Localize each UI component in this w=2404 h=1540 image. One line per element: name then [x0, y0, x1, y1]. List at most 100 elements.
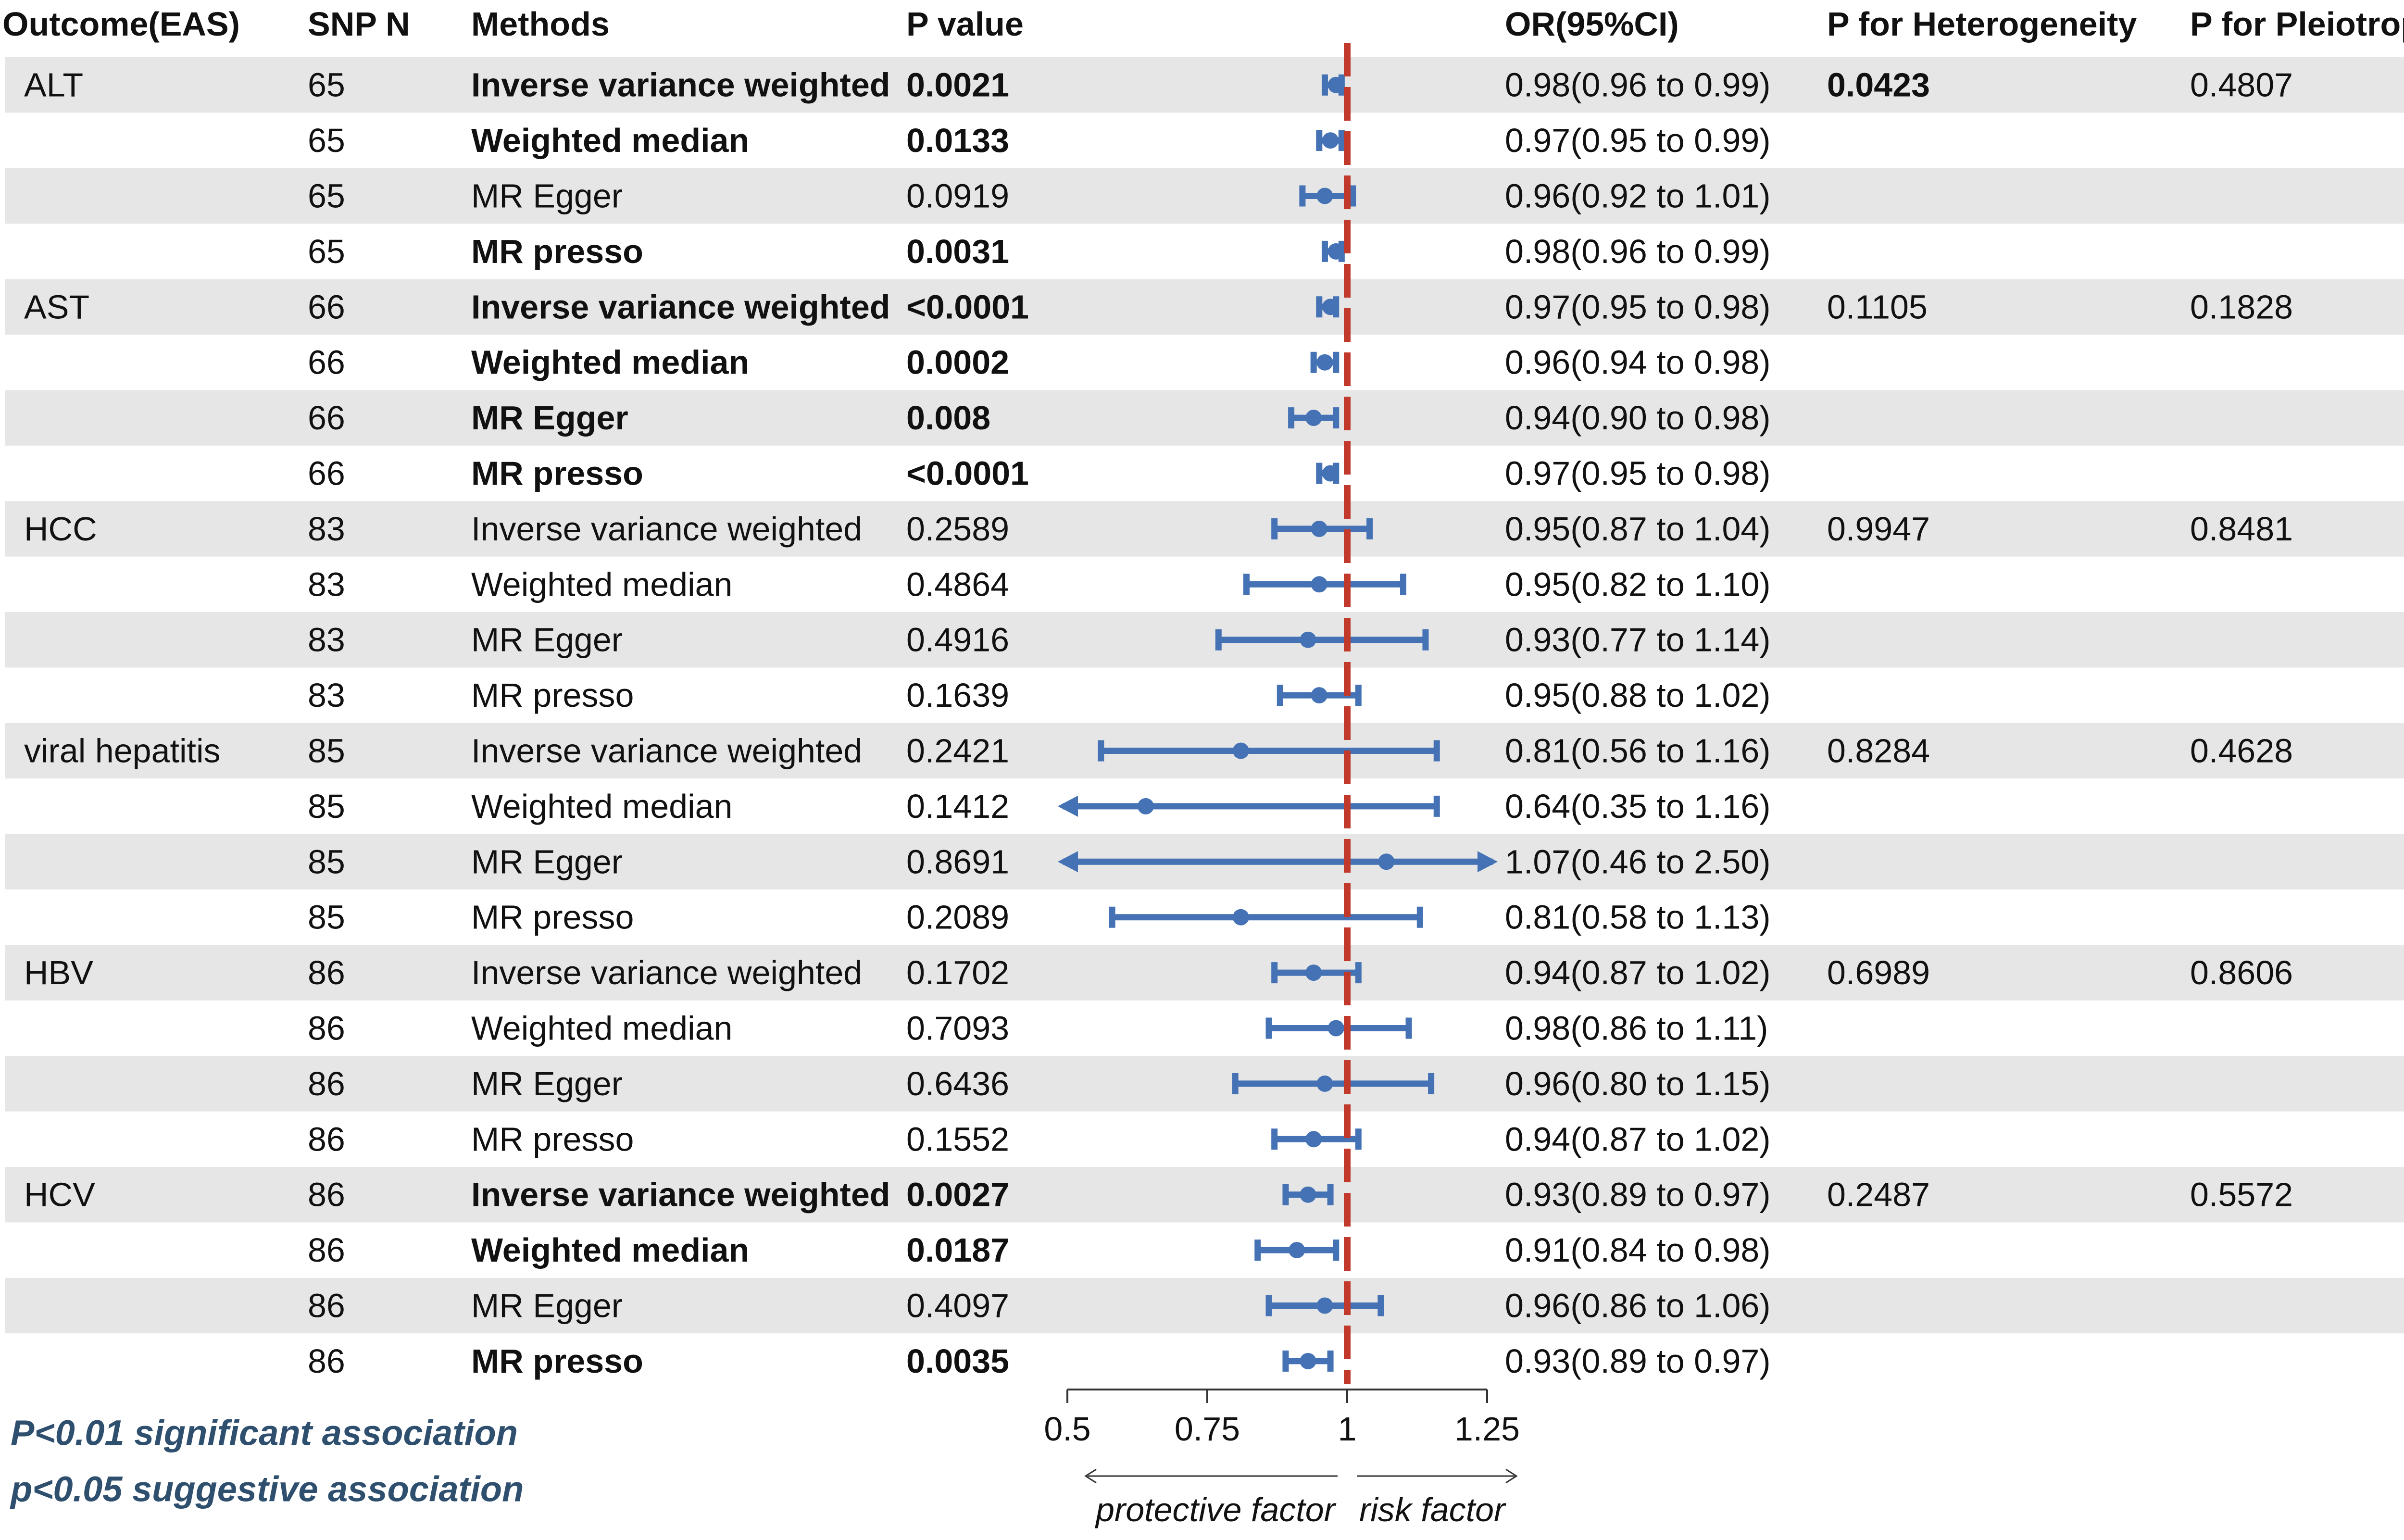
cell-or: 0.94(0.90 to 0.98)	[1505, 399, 1771, 437]
or-point	[1311, 520, 1327, 537]
cell-heterogeneity: 0.8284	[1827, 732, 1930, 770]
cell-method: Weighted median	[471, 788, 733, 825]
cell-or: 0.94(0.87 to 1.02)	[1505, 954, 1771, 991]
or-point	[1316, 188, 1333, 204]
cell-method: MR Egger	[471, 1065, 623, 1102]
cell-method: MR presso	[471, 455, 643, 492]
cell-or: 0.96(0.86 to 1.06)	[1505, 1287, 1771, 1325]
header-snp: SNP N	[308, 5, 410, 43]
cell-method: Weighted median	[471, 122, 749, 159]
cell-pleiotropy: 0.1828	[2190, 288, 2293, 326]
header-outcome: Outcome(EAS)	[2, 5, 240, 43]
row-band	[5, 501, 2404, 557]
cell-or: 0.98(0.86 to 1.11)	[1505, 1010, 1768, 1047]
risk-arrow-head	[1505, 1468, 1518, 1484]
cell-snp: 86	[308, 954, 345, 991]
cell-pvalue: 0.0187	[906, 1231, 1009, 1269]
row-band	[5, 168, 2404, 224]
protective-factor-label: protective factor	[1095, 1491, 1337, 1528]
cell-or: 0.91(0.84 to 0.98)	[1505, 1231, 1771, 1269]
cell-method: MR presso	[471, 233, 643, 270]
or-point	[1300, 1352, 1316, 1369]
cell-snp: 86	[308, 1010, 345, 1047]
or-point	[1300, 631, 1316, 648]
cell-method: Weighted median	[471, 565, 733, 603]
cell-pvalue: 0.7093	[906, 1010, 1009, 1047]
cell-method: Inverse variance weighted	[471, 954, 862, 991]
cell-pvalue: <0.0001	[906, 288, 1029, 326]
cell-outcome: viral hepatitis	[24, 732, 221, 770]
cell-snp: 83	[308, 565, 345, 603]
or-point	[1289, 1242, 1305, 1259]
cell-heterogeneity: 0.0423	[1827, 66, 1930, 104]
cell-or: 0.96(0.80 to 1.15)	[1505, 1065, 1771, 1102]
row-band	[5, 1056, 2404, 1112]
cell-outcome: HCV	[24, 1176, 95, 1214]
or-point	[1322, 299, 1339, 315]
risk-factor-label: risk factor	[1359, 1491, 1506, 1528]
cell-pleiotropy: 0.8606	[2190, 954, 2293, 991]
or-point	[1311, 576, 1327, 593]
cell-method: MR Egger	[471, 843, 623, 880]
or-point	[1316, 354, 1333, 371]
cell-method: Inverse variance weighted	[471, 288, 890, 326]
cell-pvalue: 0.1639	[906, 676, 1009, 714]
cell-or: 0.97(0.95 to 0.99)	[1505, 122, 1771, 159]
row-band	[5, 279, 2404, 335]
cell-outcome: AST	[24, 288, 89, 326]
cell-pvalue: 0.1552	[906, 1120, 1009, 1158]
cell-pleiotropy: 0.4807	[2190, 66, 2293, 104]
header-or: OR(95%CI)	[1505, 5, 1679, 43]
cell-snp: 66	[308, 344, 345, 381]
note-suggestive: p<0.05 suggestive association	[10, 1469, 524, 1509]
cell-pleiotropy: 0.5572	[2190, 1176, 2293, 1214]
row-band	[5, 1277, 2404, 1334]
cell-pvalue: 0.0021	[906, 66, 1009, 104]
cell-snp: 66	[308, 455, 345, 492]
protective-arrow-head	[1084, 1468, 1097, 1484]
or-point	[1137, 798, 1154, 814]
cell-or: 0.94(0.87 to 1.02)	[1505, 1120, 1771, 1158]
cell-pvalue: 0.0133	[906, 122, 1009, 159]
cell-snp: 86	[308, 1287, 345, 1325]
cell-snp: 66	[308, 399, 345, 437]
x-tick-label: 0.5	[1044, 1410, 1090, 1448]
cell-pvalue: 0.8691	[906, 843, 1009, 880]
or-point	[1305, 964, 1322, 981]
cell-pvalue: 0.2589	[906, 510, 1009, 548]
or-point	[1316, 1075, 1333, 1092]
cell-snp: 86	[308, 1120, 345, 1158]
cell-or: 0.81(0.58 to 1.13)	[1505, 899, 1771, 936]
row-band	[5, 390, 2404, 446]
or-point	[1316, 1297, 1333, 1314]
cell-pvalue: 0.4864	[906, 565, 1009, 603]
cell-snp: 85	[308, 843, 345, 880]
cell-snp: 85	[308, 732, 345, 770]
or-point	[1232, 909, 1249, 926]
ci-arrow-left	[1058, 851, 1078, 873]
cell-outcome: HBV	[24, 954, 93, 991]
cell-or: 0.96(0.94 to 0.98)	[1505, 344, 1771, 381]
cell-or: 0.95(0.88 to 1.02)	[1505, 676, 1771, 714]
cell-method: Inverse variance weighted	[471, 510, 862, 548]
cell-or: 0.97(0.95 to 0.98)	[1505, 455, 1771, 492]
cell-method: MR Egger	[471, 1287, 623, 1325]
cell-or: 0.98(0.96 to 0.99)	[1505, 233, 1771, 270]
or-point	[1311, 687, 1327, 704]
cell-or: 0.93(0.89 to 0.97)	[1505, 1176, 1771, 1214]
cell-snp: 85	[308, 788, 345, 825]
cell-snp: 65	[308, 66, 345, 104]
cell-pvalue: 0.0027	[906, 1176, 1009, 1214]
cell-or: 0.96(0.92 to 1.01)	[1505, 177, 1771, 215]
cell-snp: 65	[308, 122, 345, 159]
row-band	[5, 1167, 2404, 1223]
cell-snp: 83	[308, 621, 345, 659]
cell-outcome: HCC	[24, 510, 97, 548]
cell-method: Weighted median	[471, 1010, 733, 1047]
cell-pvalue: 0.0002	[906, 344, 1009, 381]
cell-method: MR presso	[471, 899, 634, 936]
or-point	[1305, 1131, 1322, 1148]
cell-snp: 66	[308, 288, 345, 326]
cell-method: MR presso	[471, 1342, 643, 1380]
